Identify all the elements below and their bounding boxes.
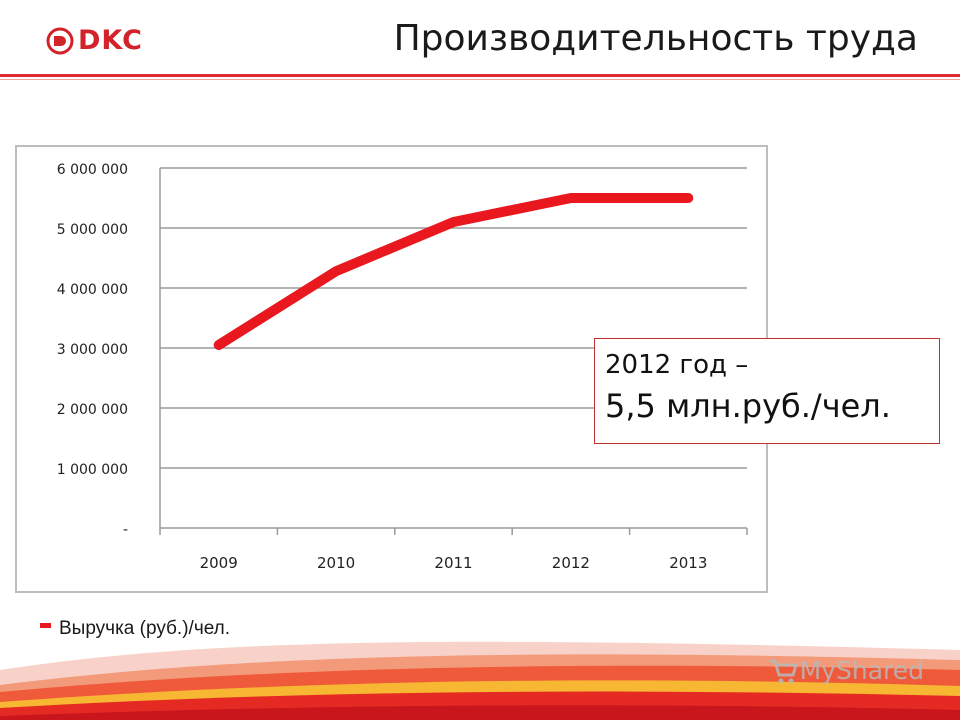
y-tick-label-2: 2 000 000	[57, 402, 128, 418]
y-tick-label-3: 3 000 000	[57, 342, 128, 358]
header-divider	[0, 74, 960, 77]
y-tick-label-1: 1 000 000	[57, 462, 128, 478]
callout-year: 2012 год –	[605, 350, 749, 380]
dkc-logo-icon	[46, 27, 74, 55]
legend-label: Выручка (руб.)/чел.	[59, 618, 231, 639]
series-line-0	[213, 193, 694, 350]
callout-value: 5,5 млн.руб./чел.	[605, 387, 891, 425]
x-tick-label-2011: 2011	[434, 554, 472, 572]
y-tick-label-4: 4 000 000	[57, 282, 128, 298]
callout-box: 2012 год – 5,5 млн.руб./чел.	[594, 338, 940, 444]
y-tick-label-0: -	[123, 522, 128, 538]
chart-legend: Выручка (руб.)/чел.	[40, 618, 230, 640]
x-tick-label-2009: 2009	[200, 554, 238, 572]
line-chart: - 1 000 000 2 000 000 3 000 000 4 000 000 5 0…	[57, 162, 748, 572]
logo-text: DKC	[78, 25, 143, 56]
y-tick-label-5: 5 000 000	[57, 222, 128, 238]
x-tick-label-2010: 2010	[317, 554, 355, 572]
watermark: MyShared	[768, 656, 924, 685]
y-tick-label-6: 6 000 000	[57, 162, 128, 178]
legend-marker	[40, 622, 51, 628]
dkc-logo: DKC	[46, 26, 143, 56]
cart-icon	[769, 659, 798, 683]
header-divider-thin	[0, 79, 960, 80]
x-tick-label-2012: 2012	[552, 554, 590, 572]
watermark-text: MyShared	[799, 656, 924, 685]
page-title: Производительность труда	[393, 18, 918, 59]
decorative-waves	[0, 641, 960, 720]
x-tick-label-2013: 2013	[669, 554, 707, 572]
